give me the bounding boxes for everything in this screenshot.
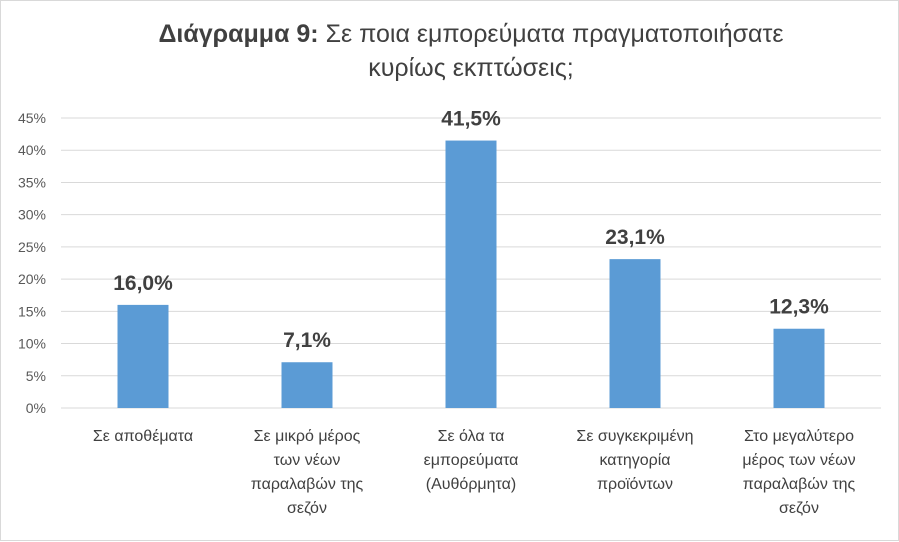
data-label: 23,1% bbox=[605, 226, 665, 249]
y-tick-label: 25% bbox=[18, 239, 46, 255]
x-category-label-line: παραλαβών της bbox=[251, 476, 364, 493]
x-category-label-line: Σε αποθέματα bbox=[93, 428, 193, 445]
chart-title-line-1: Διάγραμμα 9: Σε ποια εμπορεύματα πραγματ… bbox=[81, 17, 861, 51]
data-label: 7,1% bbox=[283, 329, 331, 352]
y-tick-label: 40% bbox=[18, 142, 46, 158]
y-tick-label: 35% bbox=[18, 174, 46, 190]
x-category-label-line: Σε όλα τα bbox=[438, 428, 505, 445]
y-tick-label: 10% bbox=[18, 336, 46, 352]
x-category-label-line: παραλαβών της bbox=[743, 476, 856, 493]
x-category-label-line: (Αυθόρμητα) bbox=[426, 476, 516, 493]
x-category-label-line: κατηγορία bbox=[599, 452, 670, 469]
x-category-label: Σε συγκεκριμένη κατηγορία προϊόντων bbox=[576, 428, 693, 493]
data-label: 12,3% bbox=[769, 296, 829, 319]
x-category-label: Σε αποθέματα bbox=[93, 428, 193, 445]
x-category-label-line: Σε συγκεκριμένη bbox=[576, 428, 693, 445]
x-category-label-line: μέρος των νέων bbox=[742, 452, 855, 469]
bar bbox=[117, 304, 169, 408]
x-category-label-line: προϊόντων bbox=[597, 476, 673, 493]
bar bbox=[773, 328, 825, 408]
y-tick-label: 5% bbox=[26, 368, 46, 384]
bar bbox=[609, 259, 661, 408]
x-category-label: Σε μικρό μέρος των νέων παραλαβών της σεζόν bbox=[251, 428, 364, 517]
chart-title-rest: Σε ποια εμπορεύματα πραγματοποιήσατε bbox=[325, 20, 784, 48]
x-category-label-line: Σε μικρό μέρος bbox=[254, 428, 361, 445]
x-category-label-line: των νέων bbox=[274, 452, 341, 469]
chart-title-prefix: Διάγραμμα 9: bbox=[158, 20, 319, 48]
chart-title-line-2: κυρίως εκπτώσεις; bbox=[368, 54, 574, 82]
bar bbox=[445, 140, 497, 409]
data-label: 41,5% bbox=[441, 108, 501, 131]
y-tick-label: 15% bbox=[18, 303, 46, 319]
x-category-label-line: σεζόν bbox=[779, 500, 819, 517]
x-category-label: Σε όλα τα εμπορεύματα (Αυθόρμητα) bbox=[424, 428, 519, 493]
y-tick-label: 0% bbox=[26, 400, 46, 416]
bar bbox=[281, 362, 333, 408]
y-tick-label: 45% bbox=[18, 110, 46, 126]
x-category-label-line: σεζόν bbox=[287, 500, 327, 517]
x-category-label-line: εμπορεύματα bbox=[424, 452, 519, 469]
y-tick-label: 30% bbox=[18, 207, 46, 223]
data-label: 16,0% bbox=[113, 272, 173, 295]
chart-title: Διάγραμμα 9: Σε ποια εμπορεύματα πραγματ… bbox=[81, 17, 861, 85]
y-tick-label: 20% bbox=[18, 271, 46, 287]
x-category-label-line: Στο μεγαλύτερο bbox=[744, 428, 854, 445]
x-category-label: Στο μεγαλύτερο μέρος των νέων παραλαβών τη… bbox=[742, 428, 855, 517]
